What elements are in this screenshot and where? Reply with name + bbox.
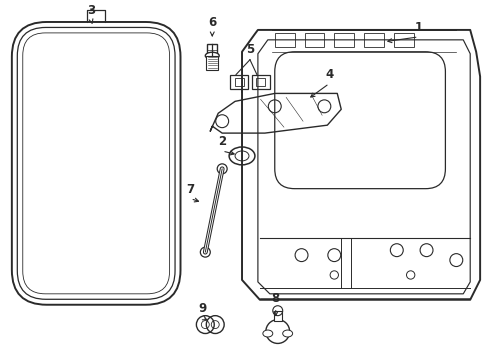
Bar	[334, 33, 353, 47]
Bar	[274, 33, 294, 47]
Ellipse shape	[282, 330, 292, 337]
FancyBboxPatch shape	[12, 22, 180, 305]
Ellipse shape	[235, 151, 248, 161]
FancyBboxPatch shape	[274, 52, 445, 189]
Text: 9: 9	[198, 302, 206, 315]
Text: 5: 5	[245, 43, 254, 56]
Ellipse shape	[263, 330, 272, 337]
Text: 3: 3	[87, 4, 95, 17]
Bar	[230, 75, 247, 89]
Bar	[393, 33, 413, 47]
Bar	[363, 33, 383, 47]
FancyBboxPatch shape	[17, 27, 175, 299]
Bar	[206, 56, 218, 69]
Ellipse shape	[229, 147, 254, 165]
Bar	[234, 78, 243, 86]
Ellipse shape	[205, 52, 219, 59]
Text: 2: 2	[218, 135, 226, 148]
Text: 4: 4	[325, 68, 333, 81]
Text: 1: 1	[414, 21, 422, 34]
Bar	[304, 33, 324, 47]
Bar	[273, 311, 281, 321]
Text: 6: 6	[208, 16, 216, 29]
FancyBboxPatch shape	[23, 33, 169, 294]
Text: 8: 8	[271, 292, 279, 305]
Bar	[256, 78, 265, 86]
Bar	[251, 75, 269, 89]
Text: 7: 7	[186, 183, 194, 195]
Bar	[207, 44, 217, 56]
